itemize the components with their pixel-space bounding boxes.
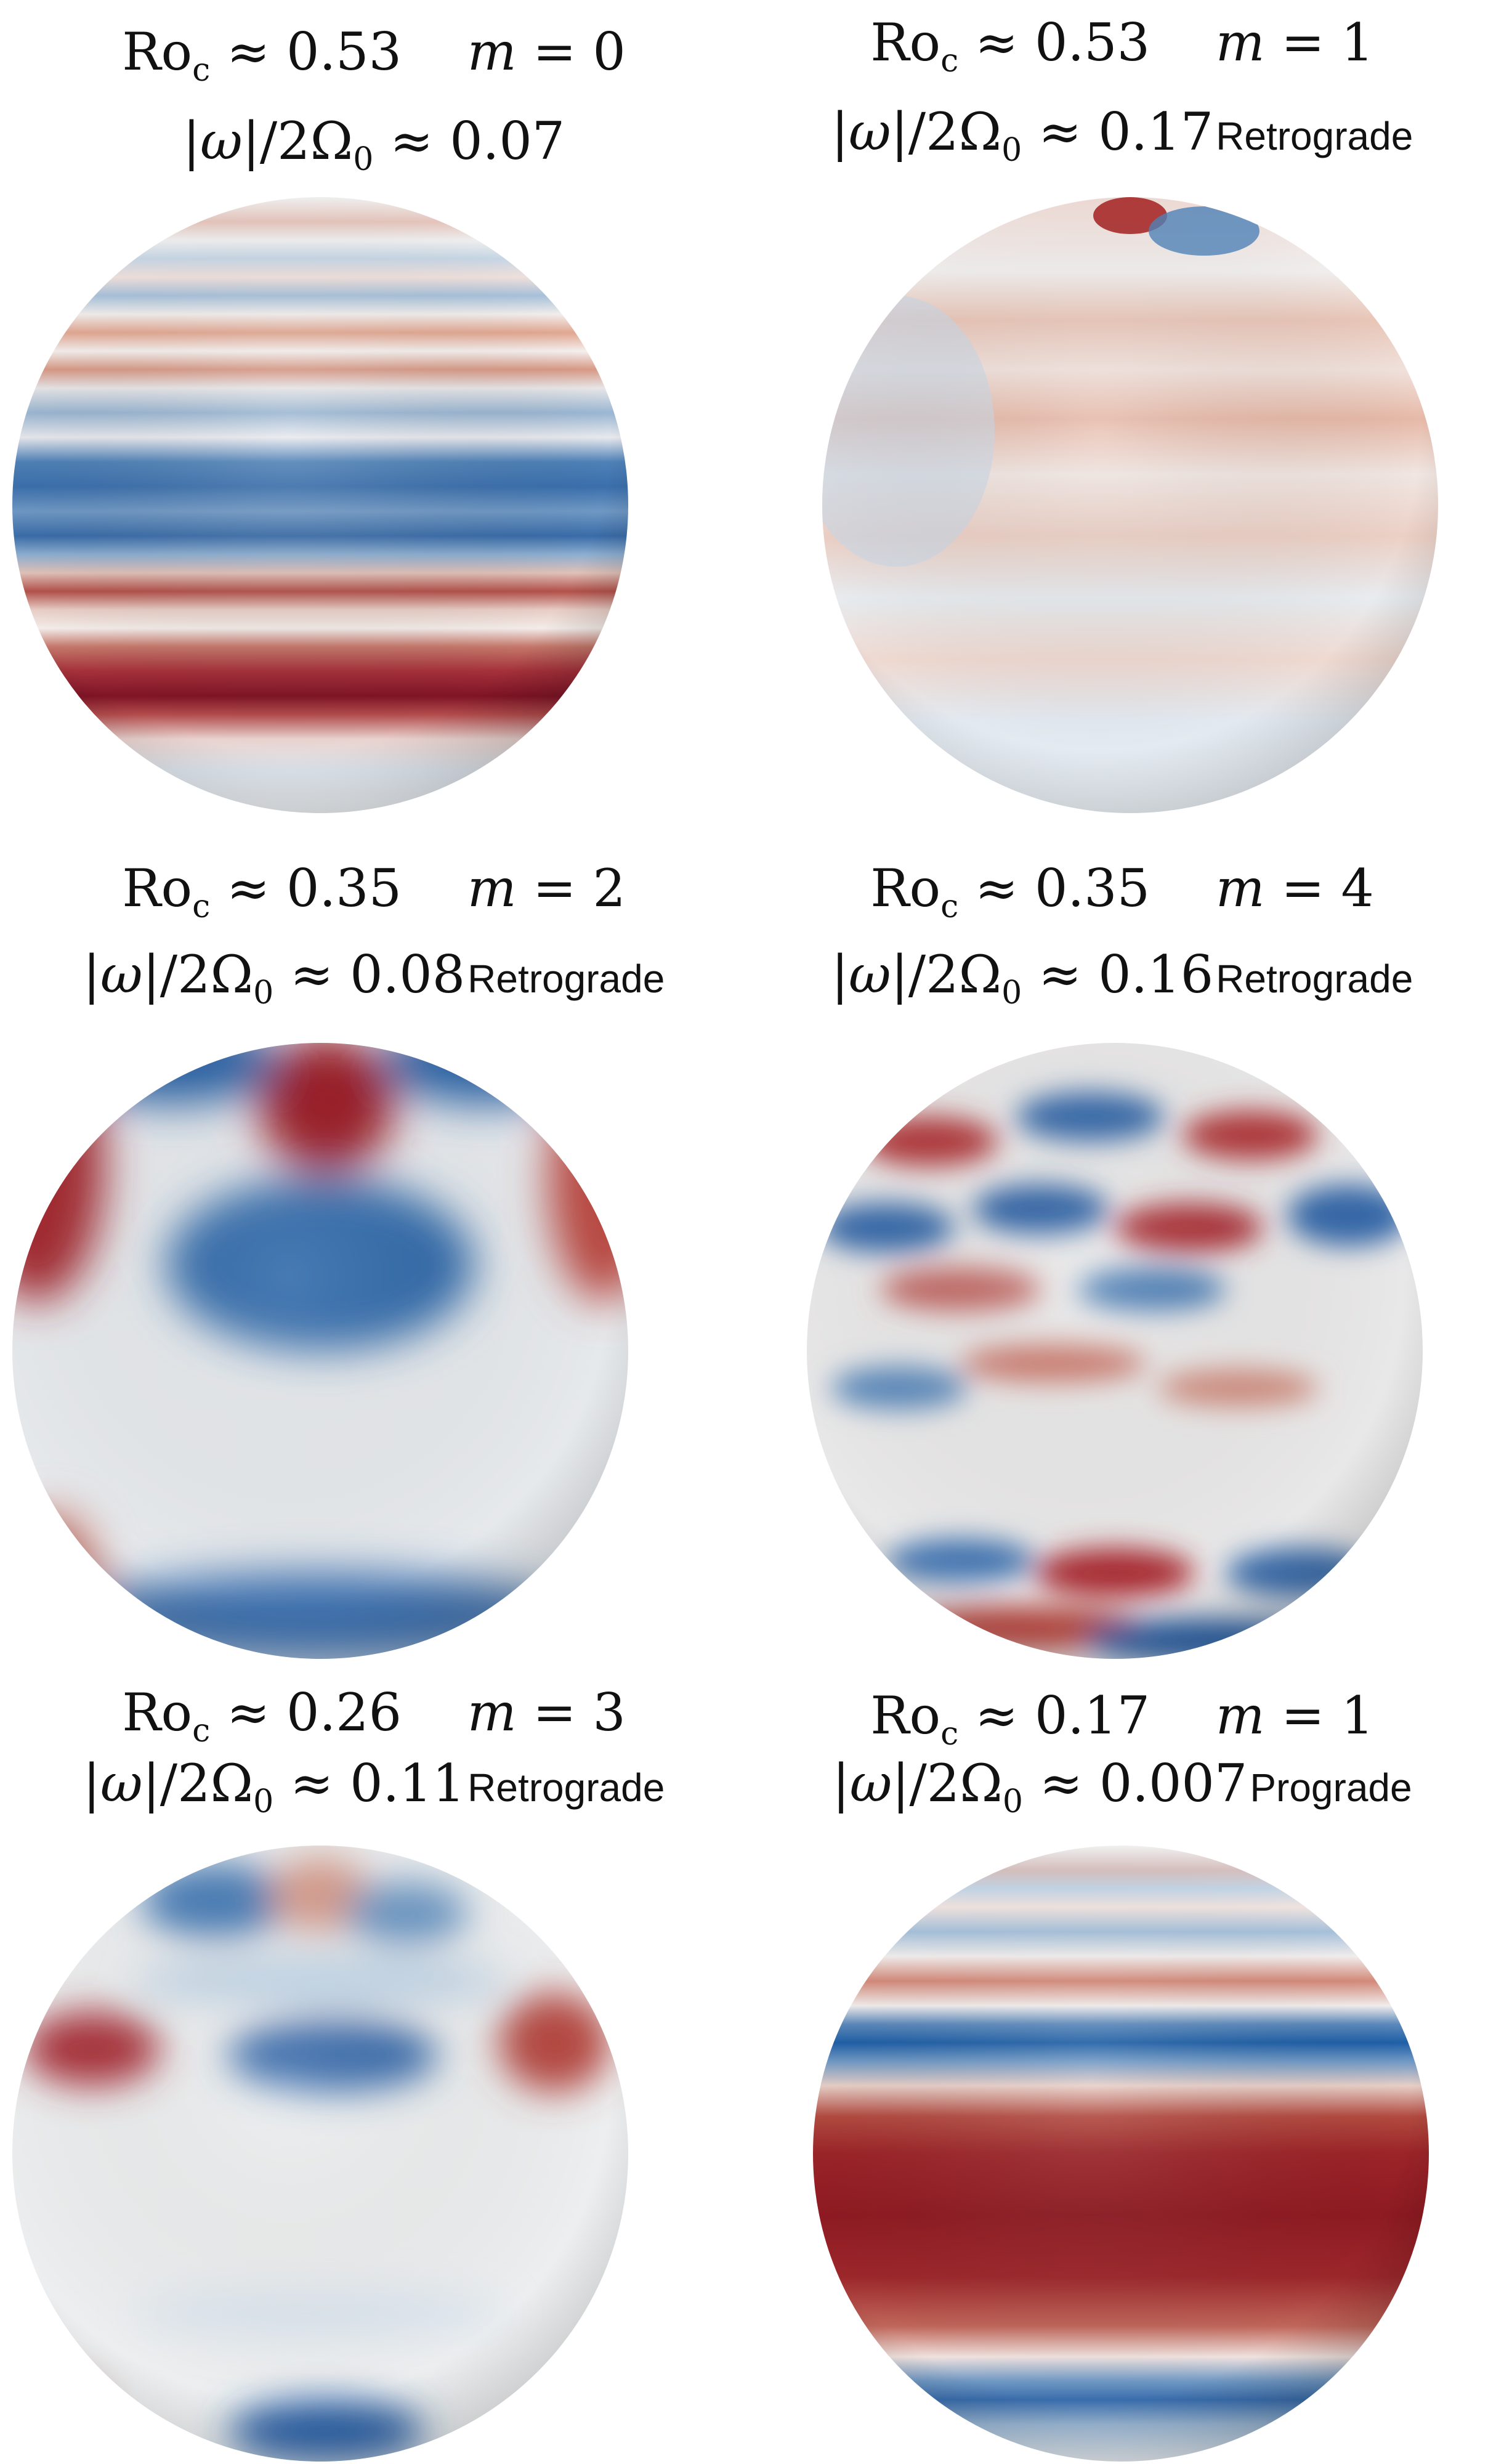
frequency-label: |ω|/2Ω0 ≈ 0.07 xyxy=(182,111,565,179)
sphere-m3 xyxy=(12,1846,628,2462)
direction-label: Retrograde xyxy=(1216,957,1413,1001)
sphere-m4 xyxy=(807,1043,1423,1659)
sphere-m0 xyxy=(12,197,628,813)
frequency-label: |ω|/2Ω0 ≈ 0.11 Retrograde xyxy=(83,1753,665,1821)
frequency-label: |ω|/2Ω0 ≈ 0.17 Retrograde xyxy=(831,102,1413,169)
rossby-m-label: Roc ≈ 0.35 m = 4 xyxy=(870,858,1374,926)
panel-3: Roc ≈ 0.35 m = 2 |ω|/2Ω0 ≈ 0.08 Retrogra… xyxy=(0,821,748,1659)
panel-5: Roc ≈ 0.26 m = 3 |ω|/2Ω0 ≈ 0.11 Retrogra… xyxy=(0,1642,748,2463)
panel-6: Roc ≈ 0.17 m = 1 |ω|/2Ω0 ≈ 0.007 Prograd… xyxy=(748,1642,1496,2463)
direction-label: Retrograde xyxy=(467,1765,665,1810)
panel-1: Roc ≈ 0.53 m = 0 |ω|/2Ω0 ≈ 0.07 xyxy=(0,0,748,821)
rossby-m-label: Roc ≈ 0.26 m = 3 xyxy=(122,1682,626,1750)
panel-4: Roc ≈ 0.35 m = 4 |ω|/2Ω0 ≈ 0.16 Retrogra… xyxy=(748,821,1496,1659)
sphere-m1 xyxy=(822,197,1438,813)
direction-label: Prograde xyxy=(1250,1765,1412,1810)
sphere-m2 xyxy=(12,1043,628,1659)
rossby-m-label: Roc ≈ 0.17 m = 1 xyxy=(870,1685,1374,1753)
frequency-label: |ω|/2Ω0 ≈ 0.007 Prograde xyxy=(832,1753,1412,1821)
direction-label: Retrograde xyxy=(1216,114,1413,158)
panel-2: Roc ≈ 0.53 m = 1 |ω|/2Ω0 ≈ 0.17 Retrogra… xyxy=(748,0,1496,821)
rossby-m-label: Roc ≈ 0.53 m = 1 xyxy=(870,12,1374,80)
frequency-label: |ω|/2Ω0 ≈ 0.16 Retrograde xyxy=(831,944,1413,1012)
frequency-label: |ω|/2Ω0 ≈ 0.08 Retrograde xyxy=(83,944,665,1012)
sphere-m1-prograde xyxy=(813,1846,1429,2462)
direction-label: Retrograde xyxy=(467,957,665,1001)
rossby-m-label: Roc ≈ 0.53 m = 0 xyxy=(122,22,626,89)
rossby-m-label: Roc ≈ 0.35 m = 2 xyxy=(122,858,626,926)
